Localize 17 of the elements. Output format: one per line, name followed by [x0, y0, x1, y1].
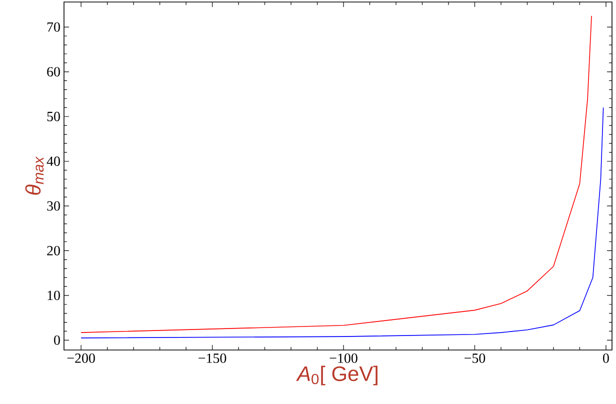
y-tick-label: 50: [47, 112, 60, 122]
y-tick-label: 60: [47, 67, 60, 76]
y-tick-label: 40: [46, 156, 60, 166]
y-tick-label: 20: [47, 246, 60, 256]
line-series: [80, 107, 604, 338]
x-tick-label: −150: [198, 354, 226, 363]
y-tick-label: 30: [47, 201, 60, 211]
x-tick-label: −50: [464, 354, 486, 363]
x-tick-label: −200: [67, 354, 95, 363]
y-tick-label: 70: [47, 22, 60, 32]
y-tick-label: 10: [48, 290, 60, 300]
x-tick-label: −100: [330, 354, 358, 363]
x-tick-label: 0: [603, 354, 609, 363]
y-axis-title: θ$_{max}$: [25, 156, 44, 195]
x-axis-title: A$_{0}$[ GeV]: [296, 366, 378, 386]
line-series: [80, 15, 592, 333]
y-tick-label: 0: [54, 335, 60, 345]
